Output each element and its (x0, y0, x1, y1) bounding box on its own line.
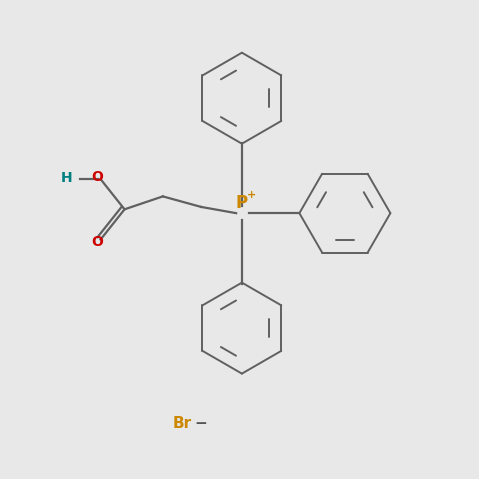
Text: P: P (236, 194, 248, 212)
Text: H: H (61, 171, 73, 185)
Text: Br: Br (172, 416, 192, 432)
Text: +: + (247, 190, 256, 200)
Text: O: O (91, 170, 103, 184)
Text: O: O (91, 235, 103, 249)
Text: −: − (195, 416, 207, 432)
